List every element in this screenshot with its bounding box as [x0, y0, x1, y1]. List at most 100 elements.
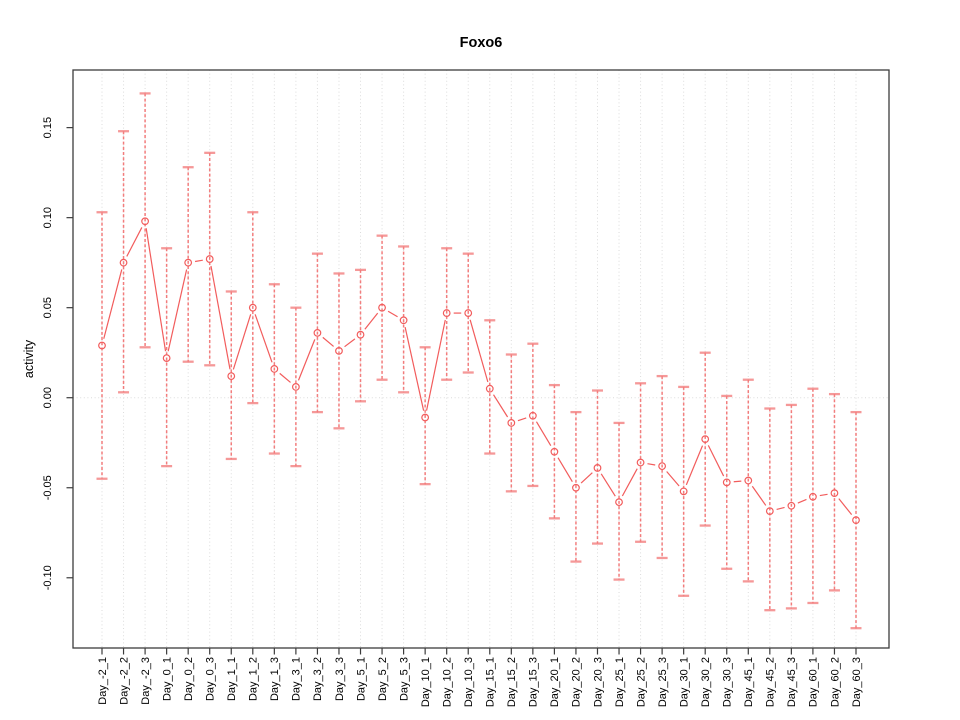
series-line-segment	[194, 259, 203, 263]
x-tick-label: Day_45_2	[765, 657, 777, 707]
x-tick-label: Day_45_3	[786, 657, 798, 707]
x-tick-label: Day_-2_1	[97, 657, 109, 705]
x-tick-label: Day_1_3	[269, 657, 281, 701]
series-line-segment	[535, 421, 552, 447]
series-line-segment	[254, 314, 273, 363]
y-tick-label: 0.10	[42, 207, 54, 228]
series-line-segment	[469, 319, 489, 383]
data-point-marker	[528, 411, 537, 420]
data-point-marker	[809, 492, 817, 501]
x-tick-label: Day_30_1	[678, 657, 690, 707]
x-tick-label: Day_30_3	[722, 657, 734, 707]
data-point-marker	[313, 328, 322, 337]
data-point-marker	[765, 507, 774, 516]
data-point-marker	[722, 478, 731, 487]
x-tick-label: Day_5_1	[355, 657, 367, 701]
x-tick-label: Day_60_3	[851, 657, 863, 707]
x-tick-label: Day_-2_2	[118, 657, 130, 705]
x-tick-label: Day_30_2	[700, 657, 712, 707]
data-point-marker	[291, 383, 300, 391]
x-tick-label: Day_1_2	[248, 657, 260, 701]
data-point-marker	[205, 255, 214, 263]
chart-title: Foxo6	[460, 35, 503, 51]
data-point-marker	[787, 501, 796, 510]
data-point-marker	[464, 309, 473, 317]
data-point-marker	[679, 487, 688, 496]
y-tick-label: 0.00	[42, 387, 54, 408]
series-line-segment	[819, 493, 828, 497]
x-tick-label: Day_10_1	[420, 657, 432, 707]
x-tick-label: Day_60_1	[808, 657, 820, 707]
x-tick-label: Day_1_1	[226, 657, 238, 701]
x-tick-label: Day_20_1	[549, 657, 561, 707]
data-point-marker	[744, 476, 753, 485]
data-point-marker	[615, 498, 623, 507]
series-line-segment	[279, 372, 291, 383]
series-line-segment	[666, 471, 680, 487]
series-line-segment	[733, 480, 742, 483]
x-tick-label: Day_5_3	[398, 657, 410, 701]
series-line-segment	[707, 445, 725, 477]
y-tick-label: -0.10	[42, 565, 54, 590]
data-point-marker	[550, 447, 559, 456]
x-tick-label: Day_5_2	[377, 657, 389, 701]
series-line-segment	[838, 498, 853, 516]
x-tick-label: Day_3_3	[334, 657, 346, 701]
data-point-marker	[593, 464, 602, 472]
axes-layer: -0.10 -0.05 0.00 0.05 0.10 0.15 Day_-2_1 Day_-2…	[42, 69, 890, 707]
data-point-marker	[658, 462, 667, 471]
x-tick-label: Day_15_2	[506, 657, 518, 707]
series-line-segment	[517, 417, 527, 422]
x-tick-label: Day_25_3	[657, 657, 669, 707]
x-tick-label: Day_0_3	[205, 657, 217, 701]
y-tick-label: 0.05	[42, 297, 54, 318]
data-point-marker	[485, 384, 494, 393]
x-tick-label: Day_3_2	[312, 657, 324, 701]
data-point-marker	[830, 489, 839, 498]
series-line-segment	[126, 227, 143, 257]
data-point-marker	[248, 303, 257, 312]
series-line-segment	[145, 228, 167, 352]
data-point-marker	[270, 365, 279, 373]
series-line-segment	[322, 336, 334, 347]
data-point-marker	[162, 354, 171, 362]
x-tick-label: Day_20_2	[571, 657, 583, 707]
y-tick-label: 0.15	[42, 117, 54, 138]
x-tick-label: Day_25_1	[614, 657, 626, 707]
data-point-marker	[421, 413, 430, 422]
x-tick-label: Day_-2_3	[140, 657, 152, 705]
series-line-segment	[167, 269, 188, 352]
data-series-layer	[96, 92, 862, 630]
series-line-segment	[404, 326, 425, 411]
data-point-marker	[852, 516, 860, 525]
data-point-marker	[356, 330, 365, 339]
data-point-marker	[184, 258, 193, 267]
data-point-marker	[572, 483, 580, 492]
series-line-segment	[776, 506, 785, 511]
x-tick-label: Day_10_3	[463, 657, 475, 707]
plot-border	[72, 69, 890, 649]
data-point-marker	[442, 309, 451, 317]
x-tick-label: Day_25_2	[635, 657, 647, 707]
series-line-segment	[425, 319, 446, 411]
x-tick-label: Day_15_1	[485, 657, 497, 707]
series-line-segment	[297, 339, 316, 381]
data-point-marker	[227, 372, 236, 381]
data-point-marker	[378, 303, 386, 312]
series-line-segment	[232, 314, 252, 370]
series-line-segment	[364, 312, 379, 330]
x-tick-label: Day_3_1	[291, 657, 303, 701]
y-axis-label: activity	[22, 339, 36, 378]
x-tick-label: Day_0_1	[161, 657, 173, 701]
series-line-segment	[387, 310, 398, 318]
data-point-marker	[119, 258, 128, 267]
data-point-marker	[636, 458, 645, 467]
series-line-segment	[557, 457, 573, 483]
y-tick-label: -0.05	[42, 475, 54, 500]
data-point-marker	[141, 217, 149, 226]
series-line-segment	[344, 338, 356, 348]
x-tick-label: Day_45_1	[743, 657, 755, 707]
series-line-segment	[647, 463, 656, 466]
series-line-segment	[797, 498, 807, 504]
